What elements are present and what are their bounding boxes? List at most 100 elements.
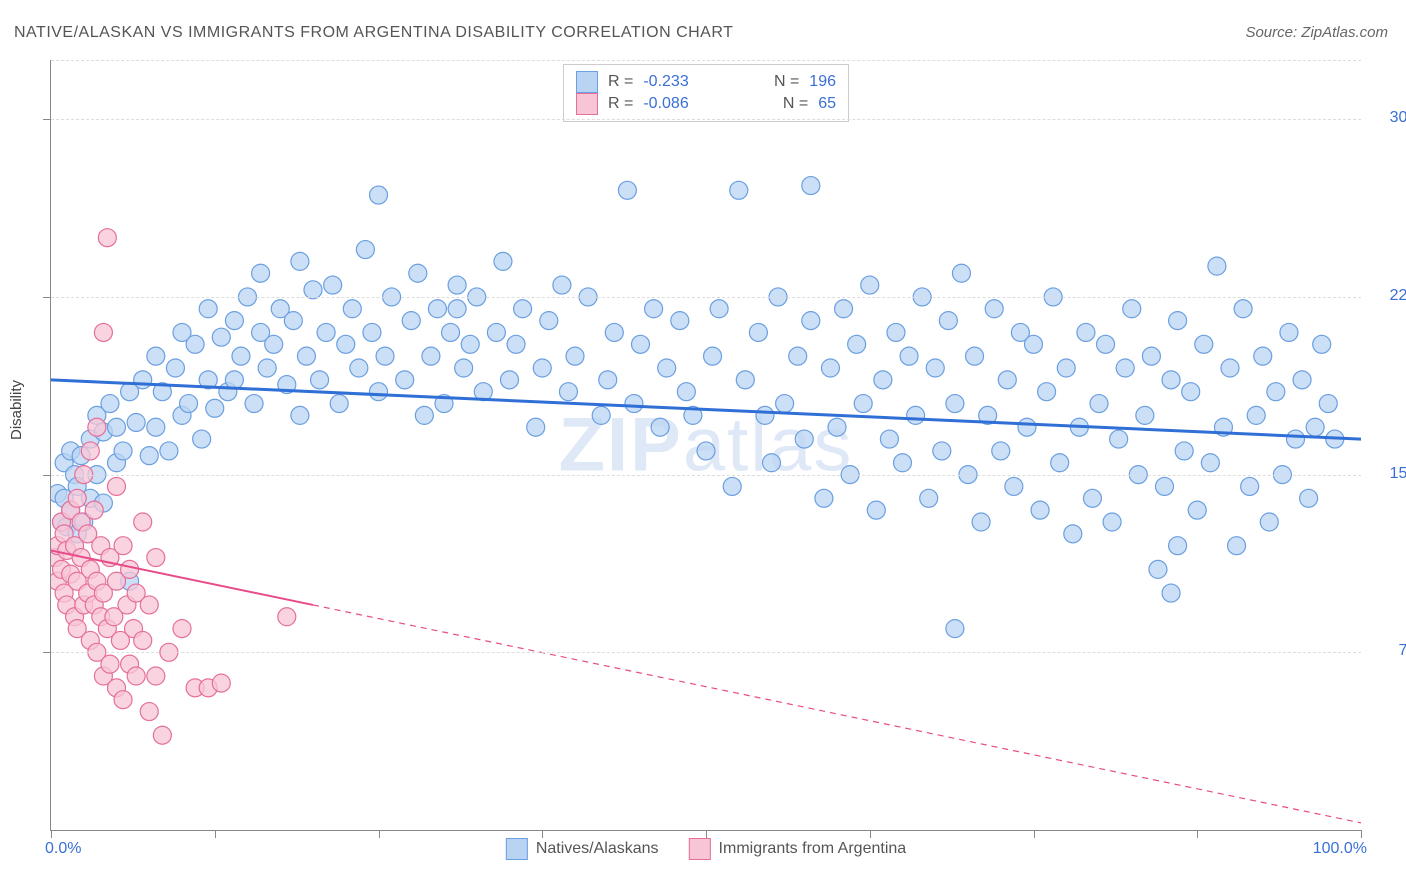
scatter-point	[887, 323, 905, 341]
y-axis-label: Disability	[8, 380, 25, 440]
scatter-point	[559, 383, 577, 401]
scatter-point	[114, 442, 132, 460]
scatter-point	[704, 347, 722, 365]
gridline	[51, 475, 1361, 476]
scatter-point	[422, 347, 440, 365]
y-tick-label: 7.5%	[1399, 642, 1406, 660]
scatter-point	[1221, 359, 1239, 377]
chart-title: NATIVE/ALASKAN VS IMMIGRANTS FROM ARGENT…	[14, 24, 733, 42]
scatter-point	[1300, 489, 1318, 507]
x-tick	[706, 830, 707, 838]
r-value: -0.086	[643, 95, 688, 113]
scatter-point	[776, 395, 794, 413]
n-label: N =	[783, 95, 808, 113]
x-tick	[870, 830, 871, 838]
legend-swatch-blue	[506, 838, 528, 860]
scatter-point	[1142, 347, 1160, 365]
x-tick	[542, 830, 543, 838]
scatter-point	[1247, 406, 1265, 424]
scatter-point	[147, 418, 165, 436]
scatter-point	[206, 399, 224, 417]
scatter-point	[1169, 537, 1187, 555]
scatter-point	[370, 186, 388, 204]
scatter-point	[284, 312, 302, 330]
scatter-point	[134, 513, 152, 531]
scatter-point	[756, 406, 774, 424]
x-tick	[379, 830, 380, 838]
scatter-point	[1162, 371, 1180, 389]
scatter-point	[1156, 477, 1174, 495]
scatter-point	[448, 276, 466, 294]
scatter-point	[1260, 513, 1278, 531]
scatter-point	[1051, 454, 1069, 472]
gridline	[51, 60, 1361, 61]
scatter-point	[677, 383, 695, 401]
scatter-point	[487, 323, 505, 341]
scatter-point	[245, 395, 263, 413]
scatter-point	[848, 335, 866, 353]
scatter-point	[225, 371, 243, 389]
scatter-point	[736, 371, 754, 389]
scatter-point	[1306, 418, 1324, 436]
scatter-point	[1097, 335, 1115, 353]
x-tick	[1197, 830, 1198, 838]
scatter-point	[455, 359, 473, 377]
scatter-point	[147, 549, 165, 567]
scatter-point	[566, 347, 584, 365]
scatter-point	[946, 620, 964, 638]
plot-svg	[51, 60, 1361, 830]
scatter-point	[507, 335, 525, 353]
scatter-point	[127, 667, 145, 685]
scatter-point	[297, 347, 315, 365]
scatter-point	[337, 335, 355, 353]
scatter-point	[1025, 335, 1043, 353]
scatter-point	[998, 371, 1016, 389]
series-legend: Natives/Alaskans Immigrants from Argenti…	[506, 838, 906, 860]
scatter-point	[356, 241, 374, 259]
scatter-point	[101, 395, 119, 413]
scatter-point	[625, 395, 643, 413]
scatter-point	[671, 312, 689, 330]
scatter-point	[212, 328, 230, 346]
r-label: R =	[608, 73, 633, 91]
scatter-point	[966, 347, 984, 365]
scatter-point	[815, 489, 833, 507]
scatter-point	[952, 264, 970, 282]
scatter-point	[291, 406, 309, 424]
scatter-point	[1280, 323, 1298, 341]
scatter-point	[1018, 418, 1036, 436]
scatter-point	[442, 323, 460, 341]
scatter-point	[1116, 359, 1134, 377]
scatter-point	[1201, 454, 1219, 472]
scatter-point	[710, 300, 728, 318]
scatter-point	[193, 430, 211, 448]
scatter-point	[160, 442, 178, 460]
scatter-point	[134, 371, 152, 389]
n-value: 196	[809, 73, 836, 91]
legend-label: Immigrants from Argentina	[719, 840, 907, 858]
scatter-point	[317, 323, 335, 341]
r-label: R =	[608, 95, 633, 113]
scatter-point	[985, 300, 1003, 318]
scatter-point	[605, 323, 623, 341]
scatter-point	[599, 371, 617, 389]
scatter-point	[553, 276, 571, 294]
scatter-point	[1234, 300, 1252, 318]
scatter-point	[147, 667, 165, 685]
scatter-point	[127, 413, 145, 431]
scatter-point	[363, 323, 381, 341]
scatter-point	[514, 300, 532, 318]
legend-row: R = -0.233 N = 196	[576, 71, 836, 93]
legend-swatch-blue	[576, 71, 598, 93]
scatter-point	[153, 726, 171, 744]
scatter-point	[1064, 525, 1082, 543]
scatter-point	[501, 371, 519, 389]
scatter-point	[1162, 584, 1180, 602]
scatter-point	[402, 312, 420, 330]
scatter-point	[1293, 371, 1311, 389]
scatter-point	[98, 229, 116, 247]
scatter-point	[343, 300, 361, 318]
scatter-point	[140, 596, 158, 614]
scatter-point	[114, 691, 132, 709]
y-tick	[43, 297, 51, 298]
